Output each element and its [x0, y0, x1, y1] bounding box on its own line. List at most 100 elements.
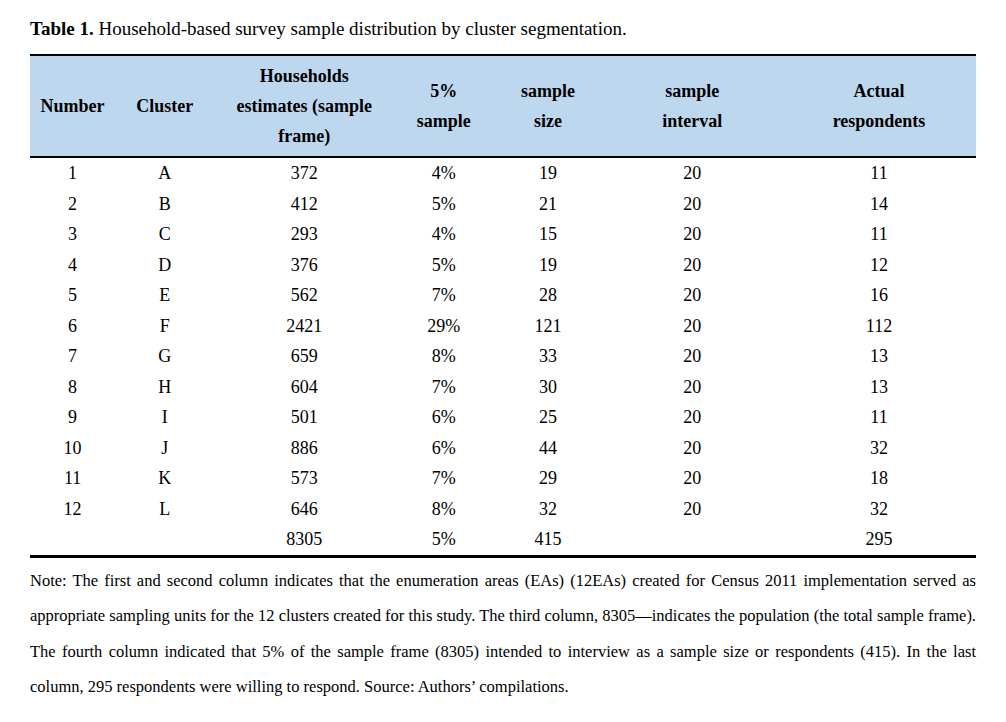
table-cell: 28: [494, 280, 603, 311]
table-row: 4D3765%192012: [30, 250, 976, 281]
table-cell: 5: [30, 280, 115, 311]
column-header-number: Number: [30, 55, 115, 157]
table-row: 5E5627%282016: [30, 280, 976, 311]
table-title-text: Household-based survey sample distributi…: [94, 18, 627, 39]
totals-row: 83055%415 295: [30, 524, 976, 556]
table-cell: 4%: [394, 219, 493, 250]
table-cell: 44: [494, 433, 603, 464]
table-cell: 14: [782, 189, 976, 220]
table-cell: 3: [30, 219, 115, 250]
table-cell: 5%: [394, 250, 493, 281]
table-cell: 20: [602, 189, 782, 220]
table-cell: I: [115, 402, 214, 433]
table-cell: 376: [214, 250, 394, 281]
table-cell: 7%: [394, 280, 493, 311]
table-cell: 13: [782, 372, 976, 403]
column-header-pct-sample: 5% sample: [394, 55, 493, 157]
table-cell: 19: [494, 250, 603, 281]
table-row: 3C2934%152011: [30, 219, 976, 250]
table-cell: D: [115, 250, 214, 281]
table-cell: 30: [494, 372, 603, 403]
table-cell: 8%: [394, 494, 493, 525]
table-cell: 10: [30, 433, 115, 464]
column-header-households-estimates: Households estimates (sample frame): [214, 55, 394, 157]
table-title: Table 1. Household-based survey sample d…: [30, 16, 976, 42]
table-cell: 8305: [214, 524, 394, 556]
table-cell: [602, 524, 782, 556]
table-cell: 20: [602, 250, 782, 281]
table-cell: 20: [602, 341, 782, 372]
table-cell: 604: [214, 372, 394, 403]
table-cell: 18: [782, 463, 976, 494]
table-cell: 16: [782, 280, 976, 311]
column-header-sample-interval: sample interval: [602, 55, 782, 157]
table-cell: 646: [214, 494, 394, 525]
table-cell: 562: [214, 280, 394, 311]
table-cell: 9: [30, 402, 115, 433]
table-cell: F: [115, 311, 214, 342]
column-header-sample-size: sample size: [494, 55, 603, 157]
table-row: 12L6468%322032: [30, 494, 976, 525]
table-cell: 20: [602, 157, 782, 189]
header-row: Number Cluster Households estimates (sam…: [30, 55, 976, 157]
table-cell: 12: [30, 494, 115, 525]
table-row: 9I5016%252011: [30, 402, 976, 433]
table-cell: 7: [30, 341, 115, 372]
table-cell: J: [115, 433, 214, 464]
table-cell: E: [115, 280, 214, 311]
table-cell: 20: [602, 402, 782, 433]
table-cell: 20: [602, 372, 782, 403]
table-cell: 7%: [394, 372, 493, 403]
table-cell: 415: [494, 524, 603, 556]
table-cell: 659: [214, 341, 394, 372]
table-cell: 886: [214, 433, 394, 464]
table-cell: 112: [782, 311, 976, 342]
table-cell: 6%: [394, 433, 493, 464]
table-cell: 6: [30, 311, 115, 342]
table-cell: K: [115, 463, 214, 494]
table-cell: 19: [494, 157, 603, 189]
table-row: 11K5737%292018: [30, 463, 976, 494]
table-cell: 5%: [394, 189, 493, 220]
table-cell: 33: [494, 341, 603, 372]
table-cell: 20: [602, 433, 782, 464]
column-header-actual-respondents: Actual respondents: [782, 55, 976, 157]
table-row: 6F242129%12120112: [30, 311, 976, 342]
table-cell: 295: [782, 524, 976, 556]
table-cell: 573: [214, 463, 394, 494]
table-cell: G: [115, 341, 214, 372]
table-cell: 32: [494, 494, 603, 525]
table-cell: 20: [602, 494, 782, 525]
table-cell: 2: [30, 189, 115, 220]
table-cell: 29: [494, 463, 603, 494]
table-cell: 6%: [394, 402, 493, 433]
table-title-label: Table 1.: [30, 18, 94, 39]
table-cell: [115, 524, 214, 556]
table-cell: H: [115, 372, 214, 403]
data-table: Number Cluster Households estimates (sam…: [30, 54, 976, 558]
table-row: 2B4125%212014: [30, 189, 976, 220]
table-cell: 11: [30, 463, 115, 494]
table-cell: 20: [602, 280, 782, 311]
table-cell: 20: [602, 311, 782, 342]
table-cell: 25: [494, 402, 603, 433]
table-cell: 32: [782, 494, 976, 525]
table-cell: C: [115, 219, 214, 250]
table-cell: 5%: [394, 524, 493, 556]
table-row: 8H6047%302013: [30, 372, 976, 403]
table-cell: B: [115, 189, 214, 220]
table-cell: 20: [602, 219, 782, 250]
table-cell: 501: [214, 402, 394, 433]
table-cell: 11: [782, 402, 976, 433]
table-row: 7G6598%332013: [30, 341, 976, 372]
table-cell: 12: [782, 250, 976, 281]
table-row: 10J8866%442032: [30, 433, 976, 464]
table-cell: A: [115, 157, 214, 189]
table-cell: 20: [602, 463, 782, 494]
page: Table 1. Household-based survey sample d…: [0, 0, 1006, 705]
table-cell: 21: [494, 189, 603, 220]
table-cell: 372: [214, 157, 394, 189]
table-cell: 7%: [394, 463, 493, 494]
table-cell: 8: [30, 372, 115, 403]
table-cell: 8%: [394, 341, 493, 372]
